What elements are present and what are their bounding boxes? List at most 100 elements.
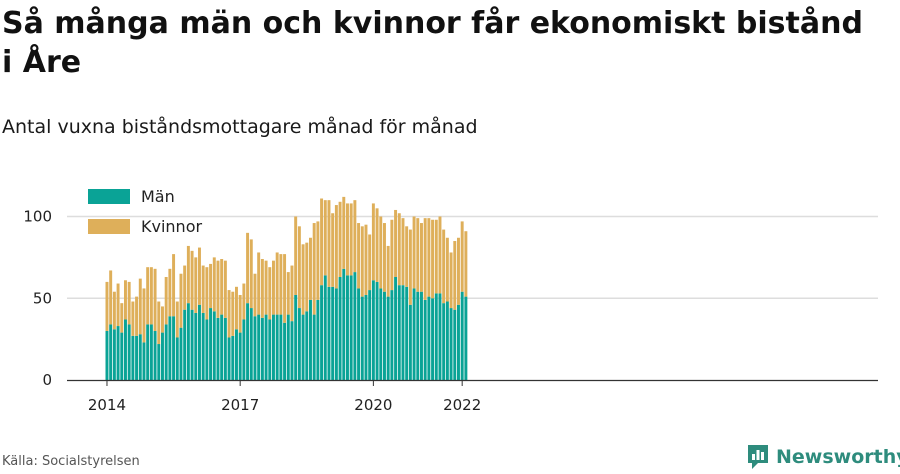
- bar-men: [201, 312, 205, 380]
- bar-men: [312, 314, 316, 380]
- bar-men: [323, 275, 327, 380]
- bar-women: [383, 223, 386, 292]
- bar-women: [360, 226, 364, 297]
- bar-men: [105, 330, 109, 380]
- bar-women: [408, 229, 412, 305]
- bar-men: [146, 324, 150, 380]
- bar-women: [201, 265, 205, 313]
- y-tick-label-100: 100: [23, 208, 52, 226]
- chart-subtitle: Antal vuxna biståndsmottagare månad för …: [2, 116, 478, 138]
- bar-men: [161, 332, 164, 380]
- newsworthy-logo-icon: [748, 445, 768, 469]
- bar-women: [464, 231, 468, 297]
- bar-men: [301, 314, 305, 380]
- bar-men: [290, 321, 294, 380]
- bar-men: [257, 314, 261, 380]
- bar-men: [212, 311, 216, 380]
- bar-men: [268, 319, 272, 380]
- bar-women: [190, 250, 194, 310]
- bar-men: [320, 285, 324, 380]
- bar-women: [364, 224, 368, 295]
- bar-men: [260, 317, 264, 380]
- bar-women: [138, 278, 142, 335]
- bar-men: [464, 296, 468, 380]
- bars: [105, 196, 468, 380]
- bar-women: [120, 303, 124, 333]
- bar-men: [275, 314, 279, 380]
- bar-men: [368, 290, 372, 380]
- bar-women: [283, 254, 287, 323]
- bar-women: [434, 219, 438, 294]
- bar-women: [227, 290, 231, 338]
- bar-men: [116, 326, 120, 380]
- bar-men: [397, 285, 401, 380]
- bar-women: [246, 232, 250, 304]
- bar-women: [420, 223, 423, 292]
- bar-men: [457, 304, 460, 380]
- bar-women: [309, 237, 312, 300]
- bar-men: [142, 342, 146, 380]
- bar-men: [194, 312, 198, 380]
- bar-men: [297, 308, 301, 380]
- bar-men: [186, 303, 190, 380]
- bar-women: [342, 196, 346, 269]
- bar-women: [445, 237, 449, 302]
- bar-men: [223, 317, 227, 380]
- bar-men: [364, 294, 368, 380]
- bar-men: [272, 314, 275, 380]
- legend-label-women: Kvinnor: [141, 217, 202, 236]
- legend-swatch-men: [88, 189, 130, 204]
- bar-women: [179, 273, 183, 328]
- bar-women: [209, 263, 213, 309]
- bar-women: [397, 213, 401, 286]
- source-note: Källa: Socialstyrelsen: [2, 454, 140, 469]
- bar-women: [357, 223, 361, 289]
- bar-women: [379, 216, 383, 289]
- bar-men: [460, 291, 464, 380]
- bar-women: [105, 281, 109, 331]
- bar-men: [253, 316, 257, 380]
- bar-men: [246, 303, 250, 380]
- bar-women: [135, 296, 139, 336]
- bar-women: [412, 216, 416, 289]
- bar-women: [153, 268, 157, 331]
- bar-women: [183, 265, 187, 310]
- bar-women: [327, 200, 331, 287]
- bar-women: [242, 283, 246, 320]
- bar-men: [427, 296, 431, 380]
- bar-men: [286, 314, 290, 380]
- bar-men: [112, 329, 116, 380]
- bar-men: [445, 301, 449, 380]
- bar-women: [297, 226, 301, 309]
- bar-men: [220, 314, 224, 380]
- bar-men: [124, 319, 127, 380]
- bar-women: [216, 260, 220, 318]
- bar-men: [405, 286, 409, 380]
- bar-men: [453, 309, 457, 380]
- bar-women: [349, 203, 353, 276]
- bar-men: [408, 304, 412, 380]
- bar-men: [375, 281, 379, 380]
- bar-men: [135, 335, 139, 380]
- bar-women: [220, 259, 224, 315]
- brand-name: Newsworthy: [776, 446, 900, 468]
- bar-women: [316, 221, 320, 300]
- bar-women: [286, 272, 290, 315]
- bar-men: [357, 288, 361, 380]
- bar-men: [442, 303, 446, 380]
- bar-women: [320, 198, 324, 286]
- bar-women: [405, 226, 409, 287]
- bar-women: [272, 260, 275, 315]
- bar-men: [360, 296, 364, 380]
- bar-women: [109, 270, 113, 325]
- x-tick-label-2022: 2022: [443, 396, 481, 414]
- bar-women: [186, 245, 190, 304]
- bar-men: [434, 293, 438, 380]
- bar-men: [338, 276, 342, 380]
- bar-men: [283, 322, 287, 380]
- bar-women: [164, 276, 168, 325]
- bar-women: [172, 254, 176, 317]
- bar-women: [157, 301, 161, 345]
- stacked-bar-chart: 0 50 100 2014 2017 2020 2022 Män Kvinnor: [23, 187, 878, 414]
- bar-women: [257, 252, 261, 315]
